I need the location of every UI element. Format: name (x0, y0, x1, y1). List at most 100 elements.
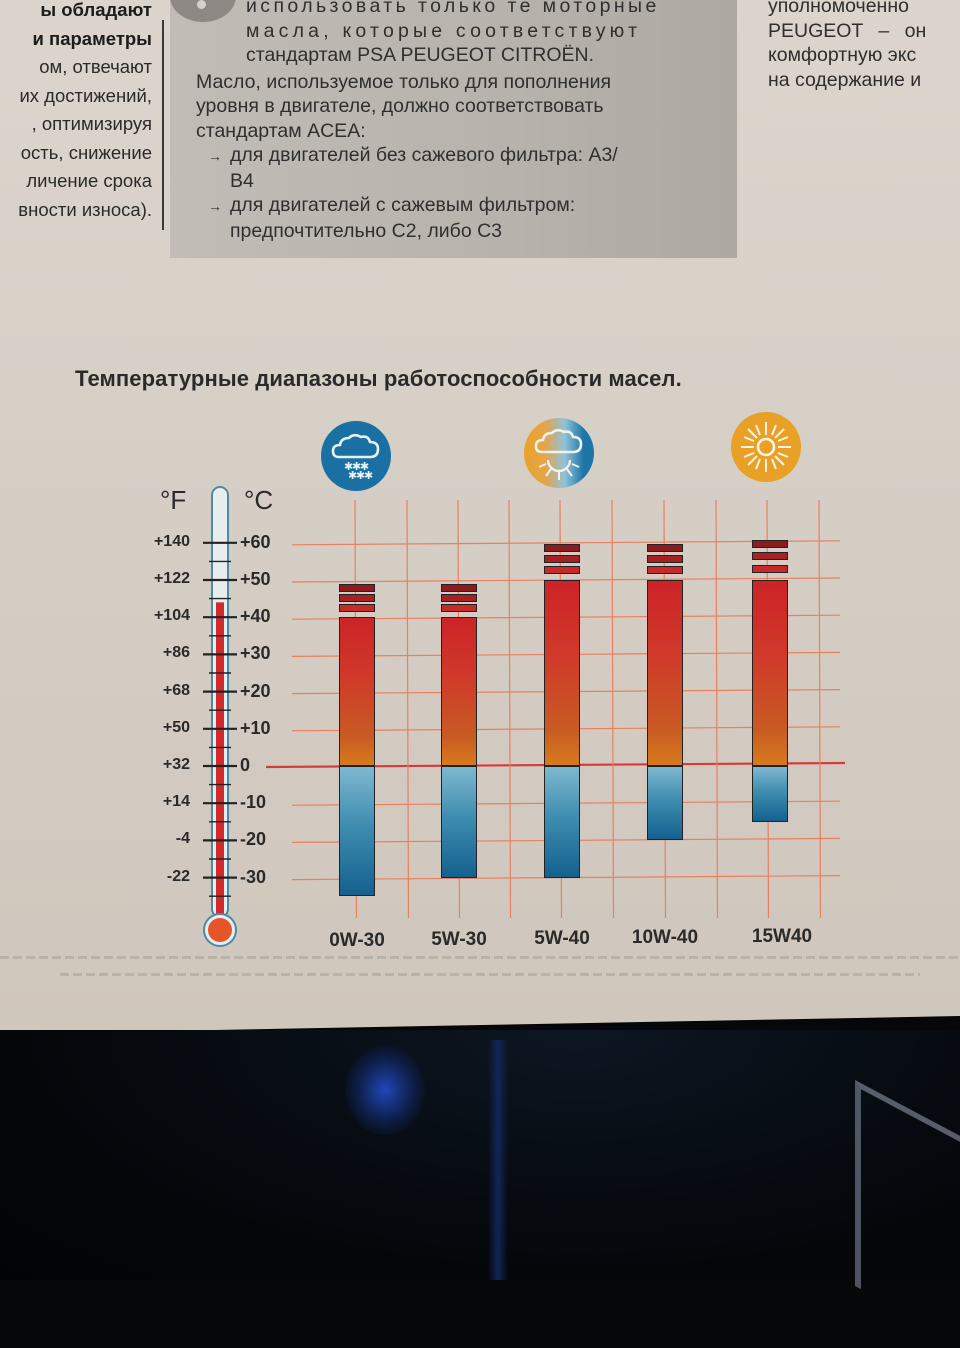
bar-extended-stripe (441, 604, 477, 613)
gridline-v (611, 499, 615, 919)
left-text-column: ы обладают и параметры ом, отвечают их дост… (0, 0, 152, 224)
bullet-2-text: для двигателей с сажевым фильтром: (230, 194, 576, 216)
info-para2-line1: Масло, используемое только для пополнени… (196, 70, 612, 93)
gridline-v (508, 499, 512, 919)
svg-text:✱: ✱ (364, 469, 373, 482)
x-tick-label: 5W-30 (431, 929, 487, 950)
x-tick-label: 15W40 (751, 926, 813, 947)
bullet-1: → для двигателей без сажевого фильтра: A3… (196, 143, 736, 169)
right-text-column: уполномоченно PEUGEOT – он комфортную эк… (768, 0, 960, 92)
x-tick-label: 10W-40 (631, 927, 699, 948)
info-para2-line2: уровня в двигателе, должно соответствова… (196, 95, 604, 117)
fahrenheit-tick-label: -22 (166, 867, 190, 885)
bar-extended-stripe (544, 543, 580, 552)
blue-reflection (345, 1045, 425, 1135)
celsius-tick-label: +50 (240, 569, 271, 589)
gridline-v (715, 499, 719, 919)
left-line-6: ость, снижение (20, 141, 152, 163)
right-line-3: комфортную экс (768, 44, 917, 66)
bar-extended-stripe (544, 565, 580, 574)
info-box-text: использовать только те моторные масла, к… (196, 0, 736, 243)
book-page: ы обладают и параметры ом, отвечают их дост… (0, 0, 960, 1034)
bar-extended-stripe (339, 584, 375, 593)
right-line-1: уполномоченно (768, 0, 909, 17)
left-line-7: личение срока (26, 170, 152, 191)
bar-negative-range (441, 766, 477, 878)
x-tick-label: 0W-30 (329, 930, 385, 951)
bar-negative-range (544, 766, 580, 878)
bar-extended-stripe (647, 565, 683, 574)
fahrenheit-tick-label: +32 (162, 756, 190, 773)
chart-area: ✱ ✱ ✱ ✱ ✱ ✱ (153, 412, 846, 951)
celsius-tick-label: +30 (240, 643, 271, 664)
left-line-8: вности износа). (18, 198, 152, 220)
left-line-1: ы обладают (40, 0, 152, 20)
left-line-5: , оптимизируя (31, 113, 152, 134)
bar-positive-range (441, 617, 477, 766)
info-para2-line3: стандартам ACEA: (196, 119, 366, 142)
chart-svg (203, 486, 846, 947)
left-line-4: их достижений, (19, 84, 152, 106)
fahrenheit-tick-label: +140 (153, 532, 190, 550)
bullet-2: → для двигателей с сажевым фильтром: (196, 193, 736, 219)
svg-text:✱: ✱ (356, 469, 365, 482)
celsius-tick-label: +20 (240, 680, 271, 701)
right-line-4: на содержание и (768, 68, 922, 91)
celsius-tick-label: +10 (240, 717, 271, 738)
info-line-2: масла, которые соответствуют (246, 19, 642, 42)
celsius-tick-label: +40 (240, 606, 271, 627)
left-line-3: ом, отвечают (39, 56, 152, 77)
thermometer-bulb-fill (208, 918, 232, 942)
sun-cloud-icon (524, 418, 594, 488)
gridline-h (291, 540, 841, 546)
gridline-h (291, 874, 841, 881)
bar-extended-stripe (752, 552, 788, 561)
celsius-tick-label: -20 (240, 829, 267, 850)
bar-positive-range (752, 580, 788, 766)
bar-extended-stripe (441, 594, 477, 603)
x-tick-label: 5W-40 (534, 928, 590, 949)
right-line-2: PEUGEOT – он (768, 19, 927, 42)
bar-positive-range (339, 617, 375, 766)
fahrenheit-tick-label: +14 (162, 793, 190, 811)
dark-background (0, 1030, 960, 1280)
fahrenheit-tick-label: +104 (153, 607, 190, 625)
chart-title: Температурные диапазоны работоспособност… (75, 366, 682, 391)
info-box (170, 0, 737, 258)
celsius-tick-label: 0 (240, 755, 251, 775)
fahrenheit-unit: °F (160, 485, 187, 515)
svg-text:✱: ✱ (360, 460, 369, 473)
svg-text:✱: ✱ (348, 469, 357, 482)
thermometer-mercury (216, 602, 224, 917)
bar-extended-stripe (752, 564, 788, 573)
celsius-tick-label: +60 (240, 531, 271, 552)
column-divider (162, 20, 164, 230)
bar-negative-range (752, 766, 788, 822)
celsius-tick-label: -10 (240, 792, 267, 813)
gridline-v (818, 499, 822, 919)
celsius-tick-label: -30 (240, 866, 267, 887)
svg-text:✱: ✱ (352, 460, 361, 473)
bar-positive-range (647, 580, 683, 766)
fahrenheit-tick-label: +122 (153, 570, 190, 587)
bar-extended-stripe (544, 554, 580, 563)
bar-negative-range (647, 766, 683, 841)
bar-extended-stripe (441, 584, 477, 593)
celsius-unit: °C (244, 485, 274, 515)
left-line-2: и параметры (32, 27, 152, 49)
info-line-3: стандартам PSA PEUGEOT CITROËN. (246, 44, 595, 66)
svg-text:✱: ✱ (344, 460, 353, 473)
fahrenheit-tick-label: +86 (162, 644, 190, 662)
bar-negative-range (339, 766, 375, 897)
fahrenheit-tick-label: +50 (162, 718, 190, 736)
bar-positive-range (544, 580, 580, 766)
bar-extended-stripe (647, 554, 683, 563)
bleed-through-text (0, 950, 960, 990)
bullet-1-cont: B4 (230, 169, 254, 192)
bar-extended-stripe (339, 604, 375, 613)
fahrenheit-tick-label: -4 (175, 830, 190, 848)
snow-cloud-icon: ✱ ✱ ✱ ✱ ✱ ✱ (321, 421, 391, 491)
bar-extended-stripe (339, 594, 375, 603)
arrow-icon: → (208, 198, 222, 214)
bullet-1-text: для двигателей без сажевого фильтра: A3/ (230, 144, 618, 166)
